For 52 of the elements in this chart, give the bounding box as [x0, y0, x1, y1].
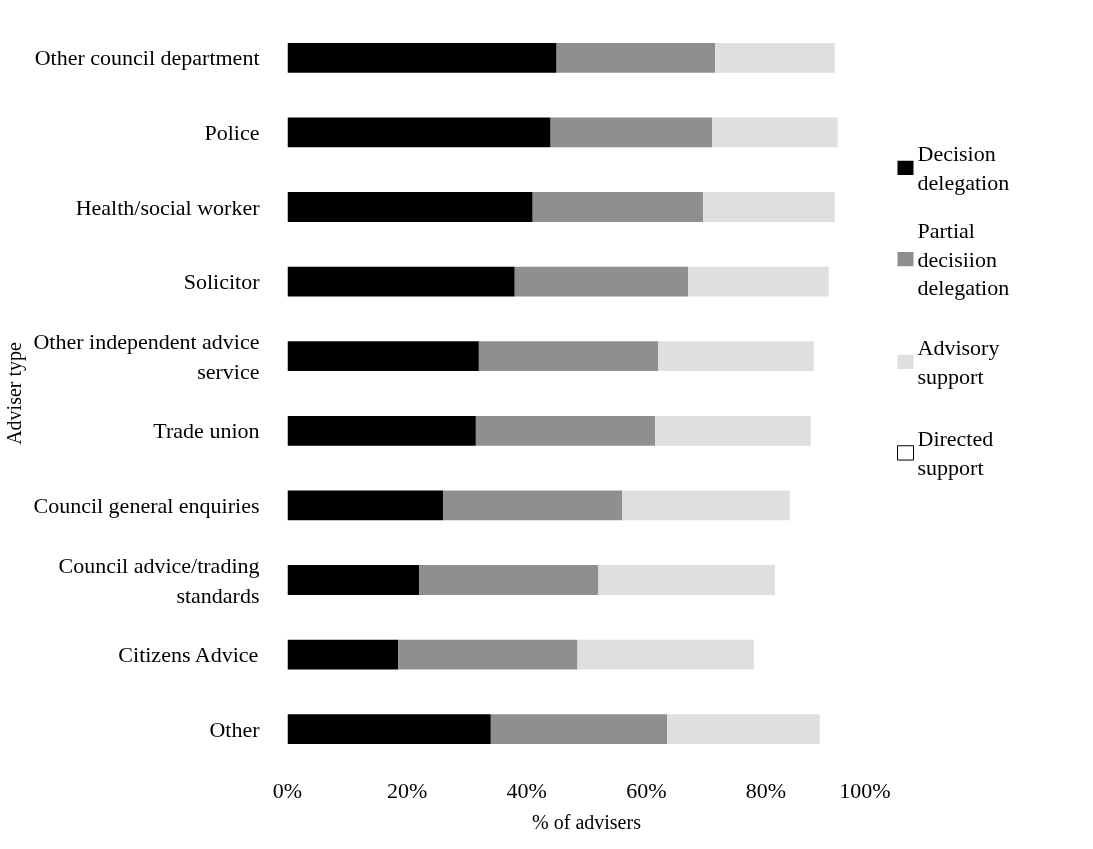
bar	[667, 714, 820, 745]
bar	[287, 415, 476, 446]
bar	[655, 415, 811, 446]
bar	[442, 490, 623, 521]
x-tick-label: 0%	[272, 777, 303, 803]
x-tick-label: 80%	[745, 777, 787, 803]
bar	[287, 266, 515, 297]
y-tick-label: Other council department	[34, 45, 260, 71]
bar	[577, 639, 754, 670]
legend-label: Advisory support	[917, 334, 1000, 389]
y-tick-label: Police	[204, 119, 260, 145]
bar	[287, 42, 557, 73]
x-tick-label: 60%	[626, 777, 667, 803]
y-tick-label: Council general enquiries	[33, 492, 260, 518]
y-tick-label: Other	[209, 716, 261, 742]
bar	[598, 565, 775, 595]
bar	[287, 639, 399, 670]
bar	[550, 117, 713, 148]
bar	[287, 192, 533, 222]
y-tick-label: Citizens Advice	[118, 642, 259, 668]
bar	[287, 490, 443, 521]
bar	[475, 415, 656, 446]
bar	[419, 565, 599, 595]
bar	[478, 341, 659, 372]
bar	[287, 714, 491, 745]
bar	[703, 192, 835, 222]
bar	[556, 42, 716, 73]
x-tick-label: 40%	[506, 777, 547, 803]
y-tick-label: Solicitor	[183, 269, 261, 295]
bar	[398, 639, 578, 670]
bar	[287, 565, 420, 595]
bar	[712, 117, 838, 148]
y-tick-label: Other independent advice service	[33, 328, 260, 384]
x-tick-label: 20%	[386, 777, 428, 803]
bar	[715, 42, 835, 73]
legend-label: Decision delegation	[917, 141, 1010, 195]
x-axis-title: % of advisers	[532, 810, 642, 833]
y-axis-title: Adviser type	[3, 342, 27, 445]
bar	[688, 266, 829, 297]
bar	[287, 117, 551, 148]
bar	[532, 192, 704, 222]
bar	[514, 266, 689, 297]
legend-label: Directed support	[917, 426, 994, 480]
bar	[658, 341, 814, 372]
y-tick-label: Health/social worker	[75, 194, 261, 220]
y-tick-label: Trade union	[153, 418, 260, 444]
bar	[490, 714, 668, 745]
x-tick-label: 100%	[839, 777, 891, 803]
legend-label: Partial decisiion delegation	[917, 217, 1010, 301]
y-tick-label: Council advice/trading standards	[58, 552, 260, 608]
bar	[622, 490, 790, 521]
bar	[287, 341, 479, 372]
